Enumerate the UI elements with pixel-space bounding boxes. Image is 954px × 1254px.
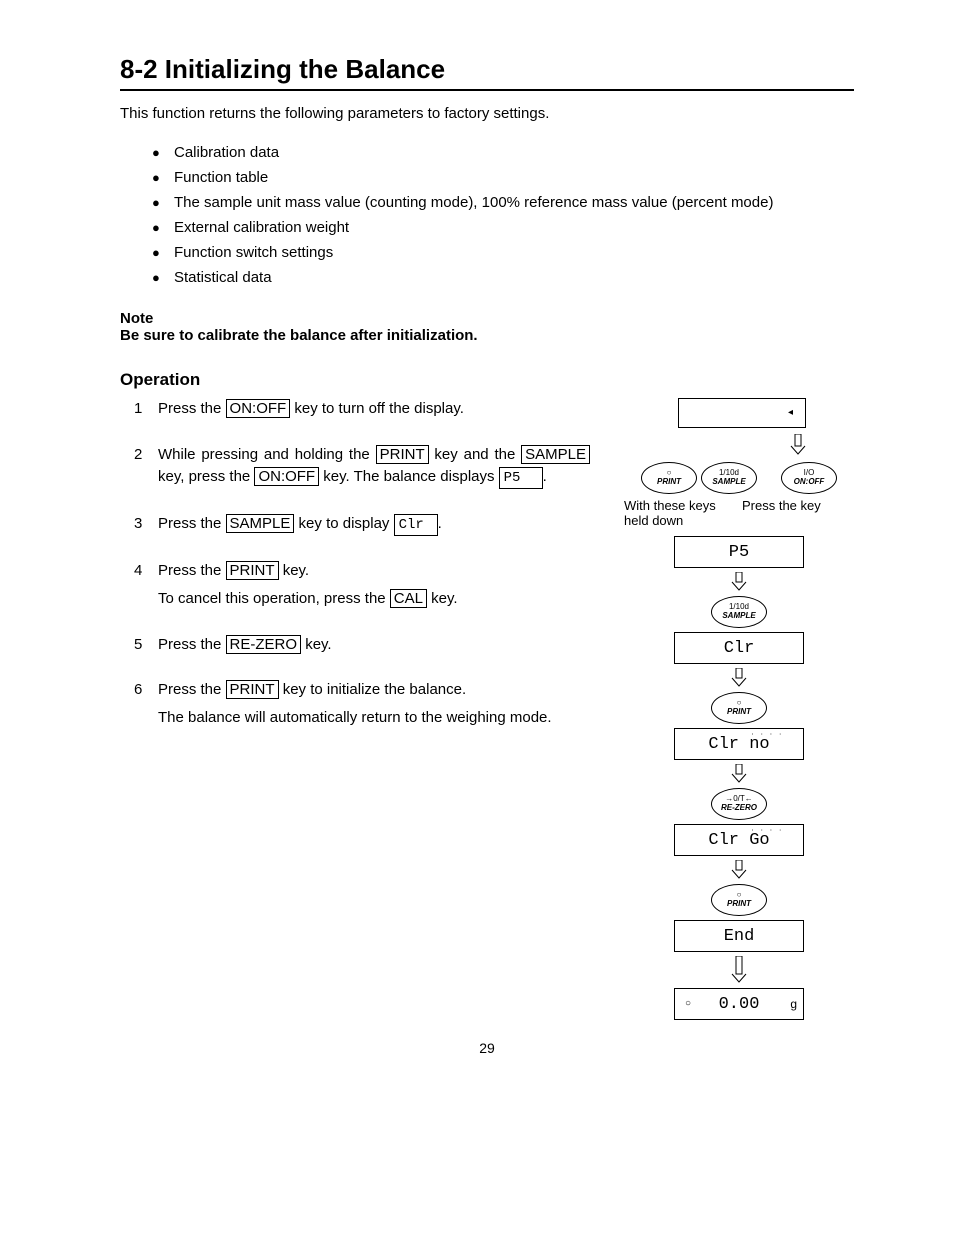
text: key and the [429,446,522,463]
key-print: PRINT [376,445,429,464]
arrow-down-icon [624,572,854,592]
print-button-icon: ○PRINT [711,692,767,724]
page-number: 29 [120,1040,854,1056]
list-item: Function switch settings [152,244,854,261]
onoff-button-icon: I/O ON:OFF [781,462,837,494]
step-2: 2 While pressing and holding the PRINT k… [134,444,590,489]
step-4: 4 Press the PRINT key. To cancel this op… [134,560,590,610]
label-press-key: Press the key [742,498,854,528]
list-item: Function table [152,169,854,186]
print-button-icon: ○ PRINT [641,462,697,494]
arrow-down-icon [624,764,854,784]
arrow-down-icon [624,956,854,984]
lcd-blank: ◂ [678,398,806,428]
text: Press the [158,400,226,417]
steps-column: 1 Press the ON:OFF key to turn off the d… [120,398,590,753]
label-held-down: With these keys held down [624,498,742,528]
text: . [543,468,547,485]
intro-text: This function returns the following para… [120,105,854,122]
note-block: Note Be sure to calibrate the balance af… [120,310,854,344]
key-rezero: RE-ZERO [226,635,302,654]
lcd-clr: Clr [674,632,804,664]
text: key, press the [158,468,254,485]
text: Press the [158,681,226,698]
operation-heading: Operation [120,370,854,390]
arrow-down-icon [624,668,854,688]
list-item: Calibration data [152,144,854,161]
text: Press the [158,636,226,653]
list-item: Statistical data [152,269,854,286]
lcd-p5: P5 [674,536,804,568]
text: key. [427,590,458,607]
step-1: 1 Press the ON:OFF key to turn off the d… [134,398,590,420]
key-cal: CAL [390,589,427,608]
key-print: PRINT [226,680,279,699]
text: While pressing and holding the [158,446,376,463]
display-p5: P5 [499,467,543,489]
button-row: ○ PRINT 1/10d SAMPLE I/O ON:OFF [624,462,854,494]
list-item: External calibration weight [152,219,854,236]
text: key to initialize the balance. [279,681,467,698]
sample-button-icon: 1/10dSAMPLE [711,596,767,628]
display-clr: Clr [394,514,438,536]
page: 8-2 Initializing the Balance This functi… [0,0,954,1254]
text: key to display [294,515,393,532]
step-5: 5 Press the RE-ZERO key. [134,634,590,656]
text: Press the [158,515,226,532]
key-sample: SAMPLE [521,445,590,464]
text: key to turn off the display. [290,400,464,417]
lcd-clr-go: · · · ·Clr Go [674,824,804,856]
print-button-icon: ○PRINT [711,884,767,916]
text: To cancel this operation, press the [158,590,390,607]
sample-button-icon: 1/10d SAMPLE [701,462,757,494]
key-print: PRINT [226,561,279,580]
section-title: 8-2 Initializing the Balance [120,54,854,91]
key-sample: SAMPLE [226,514,295,533]
step-6: 6 Press the PRINT key to initialize the … [134,679,590,729]
text: key. [301,636,332,653]
text: . [438,515,442,532]
step-3: 3 Press the SAMPLE key to display Clr . [134,513,590,536]
text: key. [279,562,310,579]
arrow-down-icon [789,434,807,456]
arrow-down-icon [624,860,854,880]
parameter-list: Calibration data Function table The samp… [152,144,854,286]
lcd-clr-no: · · · ·Clr no [674,728,804,760]
note-label: Note [120,310,854,327]
note-text: Be sure to calibrate the balance after i… [120,327,854,344]
list-item: The sample unit mass value (counting mod… [152,194,854,211]
diagram-column: ◂ ○ PRINT 1/10d SAMPLE I/O [624,398,854,1020]
rezero-button-icon: →0/T←RE-ZERO [711,788,767,820]
key-onoff: ON:OFF [254,467,319,486]
text: key. The balance displays [319,468,499,485]
lcd-zero: ○ 0.00 g [674,988,804,1020]
key-onoff: ON:OFF [226,399,291,418]
text: Press the [158,562,226,579]
text: The balance will automatically return to… [158,707,590,729]
lcd-end: End [674,920,804,952]
